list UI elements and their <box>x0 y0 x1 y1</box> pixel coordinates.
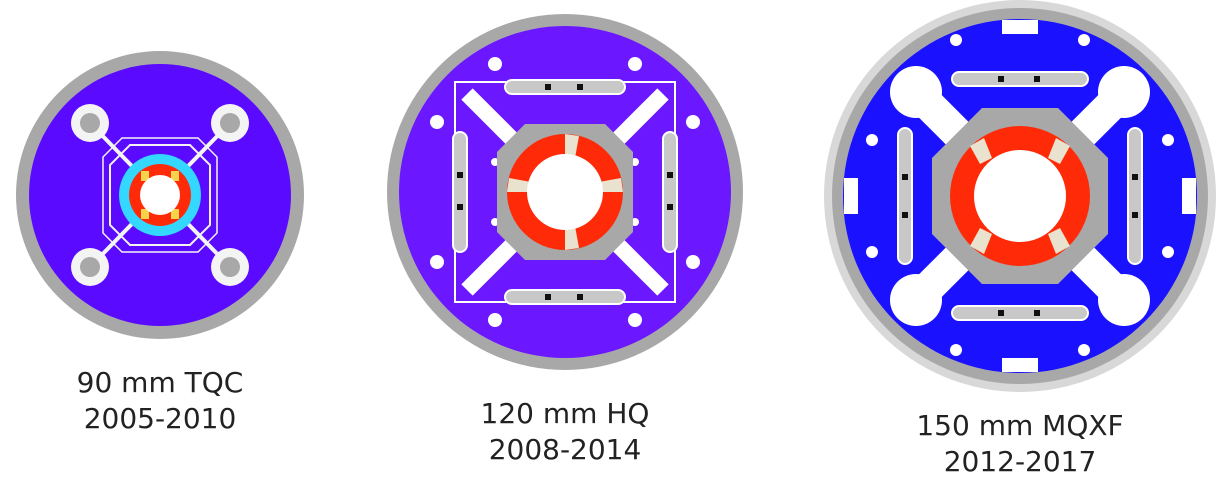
bore <box>140 175 180 215</box>
magnet-panel-hq: 120 mm HQ 2008-2014 <box>385 12 745 466</box>
magnet-cross-section-tqc <box>16 51 304 339</box>
caption-years: 2005-2010 <box>83 402 237 435</box>
tie-rod-holes <box>71 104 249 286</box>
bore <box>527 154 603 230</box>
magnet-cross-section-mqxf <box>824 0 1216 392</box>
coil-wedges <box>970 138 1070 254</box>
yoke-slots <box>844 20 1196 372</box>
yoke-holes <box>430 57 700 327</box>
caption-years: 2008-2014 <box>488 433 642 466</box>
caption-years: 2012-2017 <box>943 445 1097 478</box>
coil-wedges <box>141 171 179 219</box>
bore <box>974 150 1066 242</box>
caption-mqxf: 150 mm MQXF 2012-2017 <box>910 408 1130 480</box>
caption-aperture: 90 mm TQC <box>76 366 244 399</box>
caption-tqc: 90 mm TQC 2005-2010 <box>60 365 260 437</box>
corner-lobes <box>890 66 1150 326</box>
caption-hq: 120 mm HQ 2008-2014 <box>465 396 665 468</box>
key-bars <box>897 71 1143 321</box>
magnet-panel-tqc: 90 mm TQC 2005-2010 <box>10 45 310 435</box>
yoke-holes <box>866 34 1174 356</box>
pad-outline <box>109 144 211 246</box>
key-bars <box>452 79 678 305</box>
caption-aperture: 120 mm HQ <box>480 397 650 430</box>
caption-aperture: 150 mm MQXF <box>916 409 1124 442</box>
coil-wedges <box>507 134 623 250</box>
key-markers <box>457 84 673 300</box>
magnet-panel-mqxf: 150 mm MQXF 2012-2017 <box>812 0 1227 478</box>
magnet-cross-section-hq <box>387 14 743 370</box>
key-markers <box>902 76 1138 316</box>
